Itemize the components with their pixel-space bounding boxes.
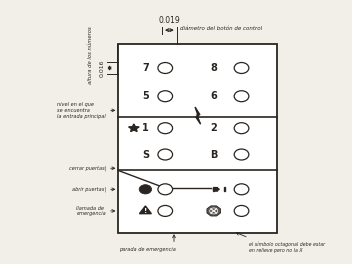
Polygon shape <box>139 206 151 214</box>
Text: 6: 6 <box>210 91 217 101</box>
Text: 7: 7 <box>142 63 149 73</box>
Circle shape <box>234 184 249 195</box>
Circle shape <box>234 149 249 160</box>
Circle shape <box>234 63 249 73</box>
Polygon shape <box>213 187 214 191</box>
Circle shape <box>234 91 249 102</box>
Polygon shape <box>128 124 139 131</box>
Polygon shape <box>215 187 219 191</box>
Circle shape <box>158 91 172 102</box>
Circle shape <box>158 123 172 134</box>
Text: diámetro del botón de control: diámetro del botón de control <box>180 26 262 31</box>
Text: parada de emergencia: parada de emergencia <box>119 247 175 252</box>
Text: 0.016: 0.016 <box>99 59 105 77</box>
Text: 2: 2 <box>210 123 217 133</box>
Polygon shape <box>224 187 225 191</box>
Text: altura de los números: altura de los números <box>88 26 93 84</box>
Text: S: S <box>142 149 149 159</box>
Text: abrir puertas|: abrir puertas| <box>72 187 106 192</box>
Circle shape <box>158 184 172 195</box>
Text: 0.019: 0.019 <box>158 16 180 25</box>
Text: nivel en el que
se encuentra
la entrada principal: nivel en el que se encuentra la entrada … <box>57 102 106 119</box>
Text: cerrar puertas|: cerrar puertas| <box>69 166 106 171</box>
Text: llamada de
emergencia: llamada de emergencia <box>76 206 106 216</box>
Polygon shape <box>213 187 218 191</box>
Circle shape <box>234 123 249 134</box>
Circle shape <box>158 63 172 73</box>
Text: 5: 5 <box>142 91 149 101</box>
Text: 8: 8 <box>210 63 217 73</box>
Polygon shape <box>207 206 220 216</box>
FancyBboxPatch shape <box>118 45 277 233</box>
Text: 1: 1 <box>142 123 149 133</box>
Circle shape <box>158 205 172 216</box>
Circle shape <box>234 205 249 216</box>
Circle shape <box>158 149 172 160</box>
Text: B: B <box>210 149 218 159</box>
Text: el símbolo octagonal debe estar
en relieve pero no la X: el símbolo octagonal debe estar en relie… <box>249 242 325 253</box>
Circle shape <box>139 185 152 194</box>
Polygon shape <box>195 107 201 124</box>
Text: !: ! <box>144 208 147 214</box>
